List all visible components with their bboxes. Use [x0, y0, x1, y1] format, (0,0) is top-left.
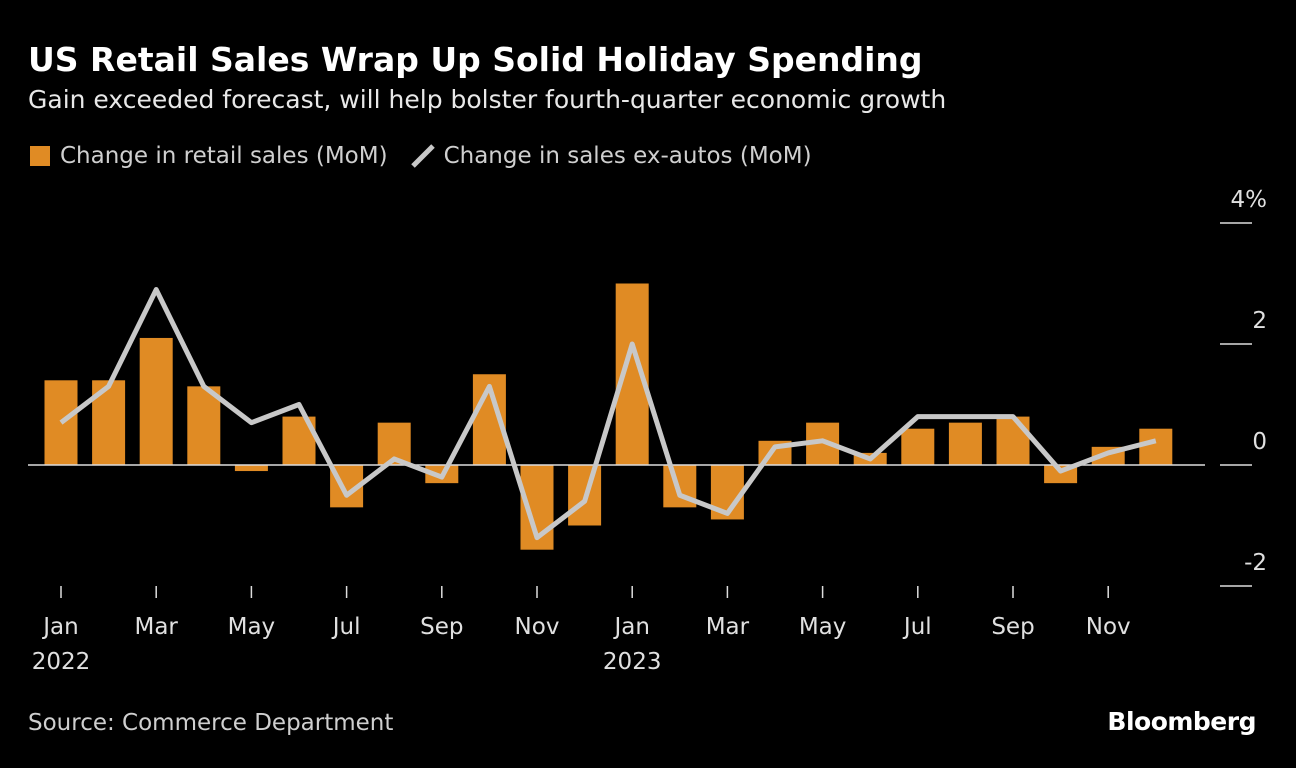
x-tick-label: Jan	[612, 614, 649, 640]
legend-label-exautos: Change in sales ex-autos (MoM)	[443, 143, 812, 169]
x-year-label: 2023	[603, 649, 662, 675]
chart-title: US Retail Sales Wrap Up Solid Holiday Sp…	[28, 40, 923, 79]
x-tick-label: Nov	[515, 614, 560, 640]
y-tick-label: -2	[1244, 550, 1267, 576]
legend-bar-swatch	[30, 146, 50, 166]
bar	[1139, 428, 1173, 465]
x-tick-label: Mar	[706, 614, 750, 640]
bar	[948, 422, 982, 465]
x-tick-label: Jul	[902, 614, 932, 640]
x-tick-label: Jan	[41, 614, 78, 640]
line-series-exautos	[59, 287, 1157, 541]
x-year-label: 2022	[32, 649, 91, 675]
x-tick-label: Sep	[991, 614, 1034, 640]
bloomberg-logo: Bloomberg	[1107, 707, 1256, 736]
chart-subtitle: Gain exceeded forecast, will help bolste…	[28, 85, 947, 114]
bar	[901, 428, 935, 465]
bar	[996, 416, 1030, 465]
x-tick-label: May	[799, 614, 847, 640]
x-tick-label: May	[228, 614, 276, 640]
x-tick-label: Sep	[420, 614, 463, 640]
legend: Change in retail sales (MoM) Change in s…	[30, 143, 812, 169]
x-tick-label: Nov	[1086, 614, 1131, 640]
bar	[139, 337, 173, 465]
legend-label-retail: Change in retail sales (MoM)	[60, 143, 388, 169]
bar	[187, 386, 221, 465]
source-note: Source: Commerce Department	[28, 710, 394, 736]
y-tick-label: 4%	[1231, 187, 1268, 213]
y-tick-label: 2	[1252, 308, 1267, 334]
x-tick-label: Mar	[134, 614, 178, 640]
x-tick-label: Jul	[331, 614, 361, 640]
legend-line-swatch	[410, 144, 435, 168]
bar	[234, 465, 268, 472]
y-tick-label: 0	[1252, 429, 1267, 455]
